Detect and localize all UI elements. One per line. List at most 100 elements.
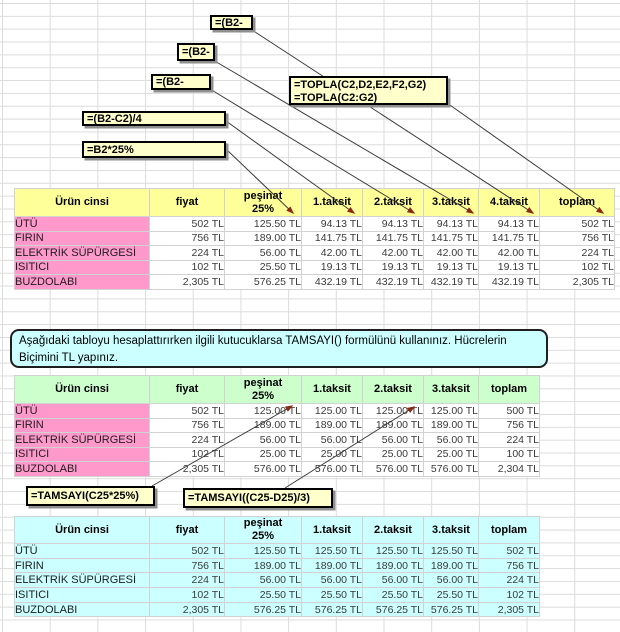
value-cell[interactable]: 576.00 TL — [301, 461, 363, 477]
value-cell[interactable]: 102 TL — [539, 259, 615, 275]
value-cell[interactable]: 56.00 TL — [224, 432, 302, 448]
value-cell[interactable]: 56.00 TL — [224, 245, 302, 261]
header-cell-urun-cinsi[interactable]: Ürün cinsi — [14, 375, 150, 404]
header-cell-1.taksit[interactable]: 1.taksit — [301, 188, 363, 217]
product-cell[interactable]: ISITICI — [14, 446, 150, 462]
header-cell-fiyat[interactable]: fiyat — [149, 188, 225, 217]
header-cell-toplam[interactable]: toplam — [539, 188, 615, 217]
value-cell[interactable]: 189.00 TL — [224, 557, 302, 574]
header-cell-urun-cinsi[interactable]: Ürün cinsi — [14, 516, 150, 544]
product-cell[interactable]: ELEKTRİK SÜPÜRGESİ — [14, 245, 150, 261]
value-cell[interactable]: 756 TL — [539, 230, 615, 246]
value-cell[interactable]: 141.75 TL — [478, 230, 540, 246]
header-cell-2.taksit[interactable]: 2.taksit — [362, 188, 424, 217]
header-cell-3.taksit[interactable]: 3.taksit — [423, 516, 479, 544]
value-cell[interactable]: 56.00 TL — [301, 432, 363, 448]
value-cell[interactable]: 576.25 TL — [301, 601, 363, 618]
value-cell[interactable]: 189.00 TL — [224, 230, 302, 246]
value-cell[interactable]: 100 TL — [478, 446, 540, 462]
value-cell[interactable]: 25.50 TL — [362, 587, 424, 603]
value-cell[interactable]: 756 TL — [478, 417, 540, 433]
value-cell[interactable]: 576.00 TL — [224, 461, 302, 477]
value-cell[interactable]: 125.50 TL — [362, 543, 424, 559]
value-cell[interactable]: 756 TL — [149, 417, 225, 433]
value-cell[interactable]: 125.50 TL — [224, 543, 302, 559]
value-cell[interactable]: 432.19 TL — [301, 274, 363, 290]
product-cell[interactable]: BUZDOLABI — [14, 601, 150, 618]
header-cell-3.taksit[interactable]: 3.taksit — [423, 375, 479, 404]
product-cell[interactable]: ISITICI — [14, 259, 150, 275]
formula-callout-tamsayi-2[interactable]: =TAMSAYI((C25-D25)/3) — [183, 488, 333, 508]
value-cell[interactable]: 189.00 TL — [362, 417, 424, 433]
value-cell[interactable]: 141.75 TL — [301, 230, 363, 246]
product-cell[interactable]: ÜTÜ — [14, 543, 150, 559]
header-cell-1.taksit[interactable]: 1.taksit — [301, 516, 363, 544]
value-cell[interactable]: 756 TL — [149, 557, 225, 574]
header-cell-2.taksit[interactable]: 2.taksit — [362, 375, 424, 404]
value-cell[interactable]: 94.13 TL — [301, 216, 363, 232]
value-cell[interactable]: 432.19 TL — [362, 274, 424, 290]
product-cell[interactable]: FIRIN — [14, 557, 150, 574]
value-cell[interactable]: 502 TL — [149, 543, 225, 559]
value-cell[interactable]: 25.50 TL — [224, 587, 302, 603]
header-cell-peşinat[interactable]: peşinat 25% — [224, 375, 302, 404]
value-cell[interactable]: 576.25 TL — [224, 274, 302, 290]
value-cell[interactable]: 25.00 TL — [224, 446, 302, 462]
value-cell[interactable]: 500 TL — [478, 403, 540, 419]
value-cell[interactable]: 502 TL — [149, 216, 225, 232]
value-cell[interactable]: 42.00 TL — [423, 245, 479, 261]
value-cell[interactable]: 25.50 TL — [301, 587, 363, 603]
value-cell[interactable]: 125.50 TL — [423, 543, 479, 559]
header-cell-4.taksit[interactable]: 4.taksit — [478, 188, 540, 217]
value-cell[interactable]: 224 TL — [149, 432, 225, 448]
value-cell[interactable]: 19.13 TL — [423, 259, 479, 275]
value-cell[interactable]: 189.00 TL — [362, 557, 424, 574]
value-cell[interactable]: 25.00 TL — [423, 446, 479, 462]
value-cell[interactable]: 576.00 TL — [362, 461, 424, 477]
value-cell[interactable]: 502 TL — [539, 216, 615, 232]
value-cell[interactable]: 125.50 TL — [301, 543, 363, 559]
product-cell[interactable]: BUZDOLABI — [14, 461, 150, 477]
value-cell[interactable]: 102 TL — [149, 446, 225, 462]
header-cell-fiyat[interactable]: fiyat — [149, 375, 225, 404]
value-cell[interactable]: 56.00 TL — [224, 572, 302, 589]
value-cell[interactable]: 94.13 TL — [362, 216, 424, 232]
value-cell[interactable]: 125.00 TL — [362, 403, 424, 419]
product-cell[interactable]: ÜTÜ — [14, 216, 150, 232]
formula-callout-b2-minus-2[interactable]: =(B2- — [177, 43, 215, 61]
product-cell[interactable]: ÜTÜ — [14, 403, 150, 419]
header-cell-peşinat[interactable]: peşinat 25% — [224, 188, 302, 217]
value-cell[interactable]: 576.00 TL — [423, 461, 479, 477]
value-cell[interactable]: 189.00 TL — [301, 557, 363, 574]
value-cell[interactable]: 189.00 TL — [224, 417, 302, 433]
value-cell[interactable]: 2,305 TL — [149, 274, 225, 290]
value-cell[interactable]: 502 TL — [478, 543, 540, 559]
value-cell[interactable]: 42.00 TL — [478, 245, 540, 261]
value-cell[interactable]: 2,305 TL — [539, 274, 615, 290]
value-cell[interactable]: 19.13 TL — [301, 259, 363, 275]
value-cell[interactable]: 19.13 TL — [362, 259, 424, 275]
value-cell[interactable]: 576.25 TL — [423, 601, 479, 618]
product-cell[interactable]: FIRIN — [14, 417, 150, 433]
value-cell[interactable]: 56.00 TL — [423, 572, 479, 589]
value-cell[interactable]: 224 TL — [478, 572, 540, 589]
value-cell[interactable]: 19.13 TL — [478, 259, 540, 275]
value-cell[interactable]: 2,305 TL — [149, 461, 225, 477]
formula-callout-tamsayi-1[interactable]: =TAMSAYI(C25*25%) — [26, 486, 155, 506]
product-cell[interactable]: BUZDOLABI — [14, 274, 150, 290]
header-cell-toplam[interactable]: toplam — [478, 375, 540, 404]
value-cell[interactable]: 42.00 TL — [301, 245, 363, 261]
value-cell[interactable]: 56.00 TL — [362, 572, 424, 589]
header-cell-peşinat[interactable]: peşinat 25% — [224, 516, 302, 544]
product-cell[interactable]: ISITICI — [14, 587, 150, 603]
value-cell[interactable]: 102 TL — [478, 587, 540, 603]
formula-callout-b2-minus-3[interactable]: =(B2- — [151, 74, 211, 90]
value-cell[interactable]: 141.75 TL — [362, 230, 424, 246]
value-cell[interactable]: 25.50 TL — [224, 259, 302, 275]
value-cell[interactable]: 576.25 TL — [362, 601, 424, 618]
product-cell[interactable]: FIRIN — [14, 230, 150, 246]
instruction-note[interactable]: Aşağıdaki tabloyu hesaplattırırken ilgil… — [10, 329, 548, 368]
value-cell[interactable]: 25.00 TL — [301, 446, 363, 462]
formula-callout-b2-minus-1[interactable]: =(B2- — [210, 15, 253, 30]
header-cell-toplam[interactable]: toplam — [478, 516, 540, 544]
